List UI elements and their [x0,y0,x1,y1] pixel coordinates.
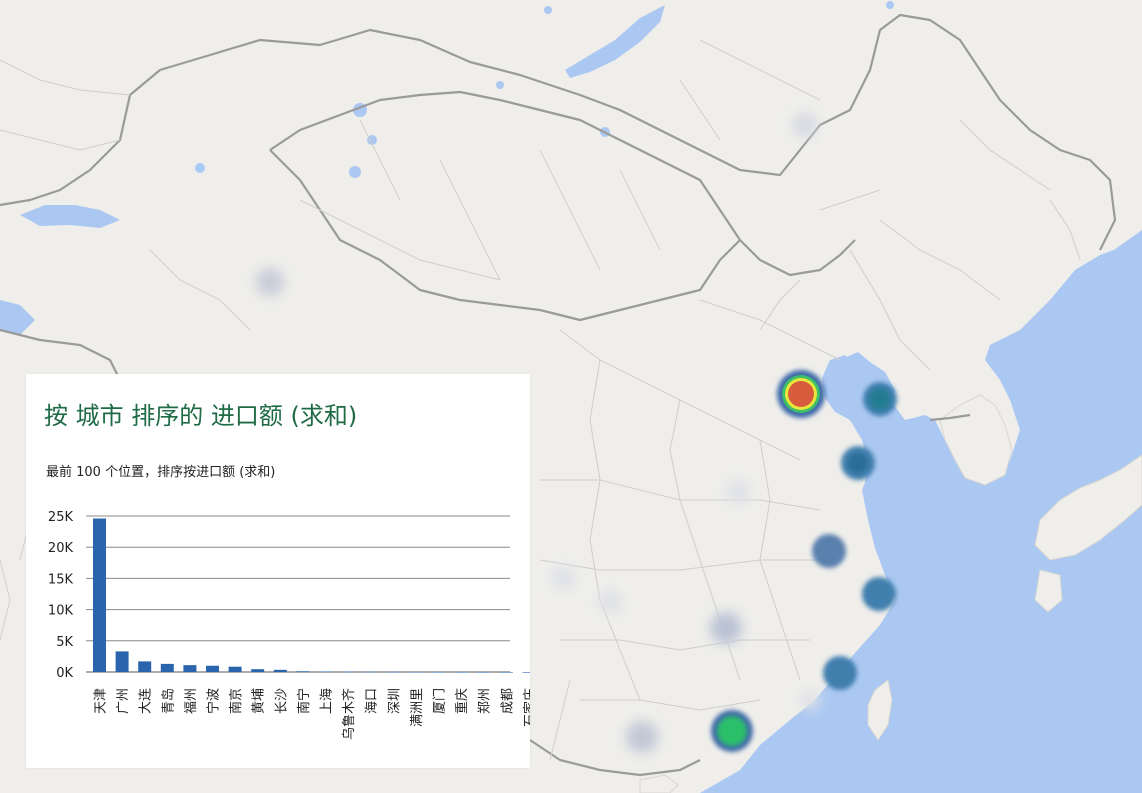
small-lake [195,163,205,173]
province-borders [0,39,1081,761]
balkhash-lake [20,205,120,228]
x-tick-label: 成都 [500,688,515,714]
x-tick-label: 乌鲁木齐 [341,688,357,740]
small-lake [367,135,377,145]
x-tick-label: 深圳 [387,688,402,714]
y-tick-label: 20K [48,541,74,556]
bar-黄埔[interactable] [251,669,265,672]
panel-subtitle: 最前 100 个位置，排序按进口额 (求和) [46,465,276,480]
x-tick-label: 郑州 [478,688,493,714]
japan-sea [1010,230,1142,520]
x-tick-label: 宁波 [206,688,222,714]
panel-title: 按 城市 排序的 进口额 (求和) [44,402,358,430]
bar-海口[interactable] [364,671,378,673]
bar-上海[interactable] [319,671,332,673]
x-tick-label: 重庆 [454,688,470,714]
lake-baikal [565,5,665,78]
japan-land [1034,454,1142,561]
bar-深圳[interactable] [386,671,400,673]
bar-郑州[interactable] [477,671,491,673]
small-lake [349,166,361,178]
x-tick-label: 大连 [138,688,154,714]
heat-spot-dalian-core [869,388,891,410]
heat-spot-tianjin-red [788,381,814,407]
heat-spot-faint [598,590,622,614]
heat-spot-fuzhou [823,656,857,690]
heat-spot-faint [800,690,820,710]
heat-spot-faint [710,612,742,644]
heat-spot-nanjing [812,534,846,568]
heat-spot-guangzhou [717,716,747,746]
left-lake [0,300,35,335]
bar-满洲里[interactable] [409,671,423,673]
heat-spot-faint [256,268,284,296]
bar-福州[interactable] [183,665,197,672]
x-tick-label: 南宁 [296,688,312,714]
yellow-sea [865,420,960,530]
x-tick-label: 石家庄 [522,688,530,727]
bar-乌鲁木齐[interactable] [341,671,355,673]
x-tick-label: 上海 [320,688,335,714]
country-borders [0,13,1117,777]
bar-成都[interactable] [499,671,513,673]
japan-kyushu [1034,569,1063,613]
y-tick-label: 15K [48,572,74,587]
x-tick-label: 长沙 [274,688,289,714]
bar-宁波[interactable] [206,665,219,672]
x-tick-label: 天津 [94,688,109,714]
bar-广州[interactable] [115,651,129,672]
bar-重庆[interactable] [454,671,468,673]
x-tick-label: 海口 [365,688,380,714]
bar-青岛[interactable] [160,663,174,672]
bar-chart[interactable]: 0K 5K 10K 15K 20K 25K 天津 广州 大连 青岛 福州 宁波 南京 黄埔 长沙 南宁 上海 乌鲁… [26,504,530,768]
heat-spot-faint [626,721,658,753]
chart-panel: 按 城市 排序的 进口额 (求和) 最前 100 个位置，排序按进口额 (求和)… [26,374,530,768]
heat-spot-qingdao-core [848,453,868,473]
small-lake [886,1,894,9]
y-tick-label: 0K [56,666,73,681]
heat-spot-ningbo [862,577,896,611]
y-tick-label: 10K [48,604,74,619]
x-tick-label: 满洲里 [410,688,425,727]
heat-spot-faint [793,113,817,137]
x-tick-label: 广州 [116,688,131,714]
bar-长沙[interactable] [273,669,287,672]
bar-厦门[interactable] [432,671,445,673]
bar-南京[interactable] [228,666,242,672]
bar-大连[interactable] [138,661,152,672]
bar-石家庄[interactable] [522,671,530,673]
heat-spots [256,113,897,753]
small-lake [544,6,552,14]
x-tick-label: 青岛 [160,688,176,714]
x-tick-label: 黄埔 [252,688,267,714]
heat-spot-faint [726,480,750,504]
x-tick-label: 南京 [228,688,244,714]
y-tick-label: 25K [48,510,74,525]
small-lake [496,81,504,89]
bar-南宁[interactable] [296,671,310,672]
taiwan-land [867,679,893,741]
hainan-land [639,774,679,793]
x-tick-label: 福州 [184,688,199,714]
x-tick-label: 厦门 [433,688,448,714]
y-tick-label: 5K [56,635,73,650]
heat-spot-faint [551,566,575,590]
bar-天津[interactable] [93,518,106,672]
